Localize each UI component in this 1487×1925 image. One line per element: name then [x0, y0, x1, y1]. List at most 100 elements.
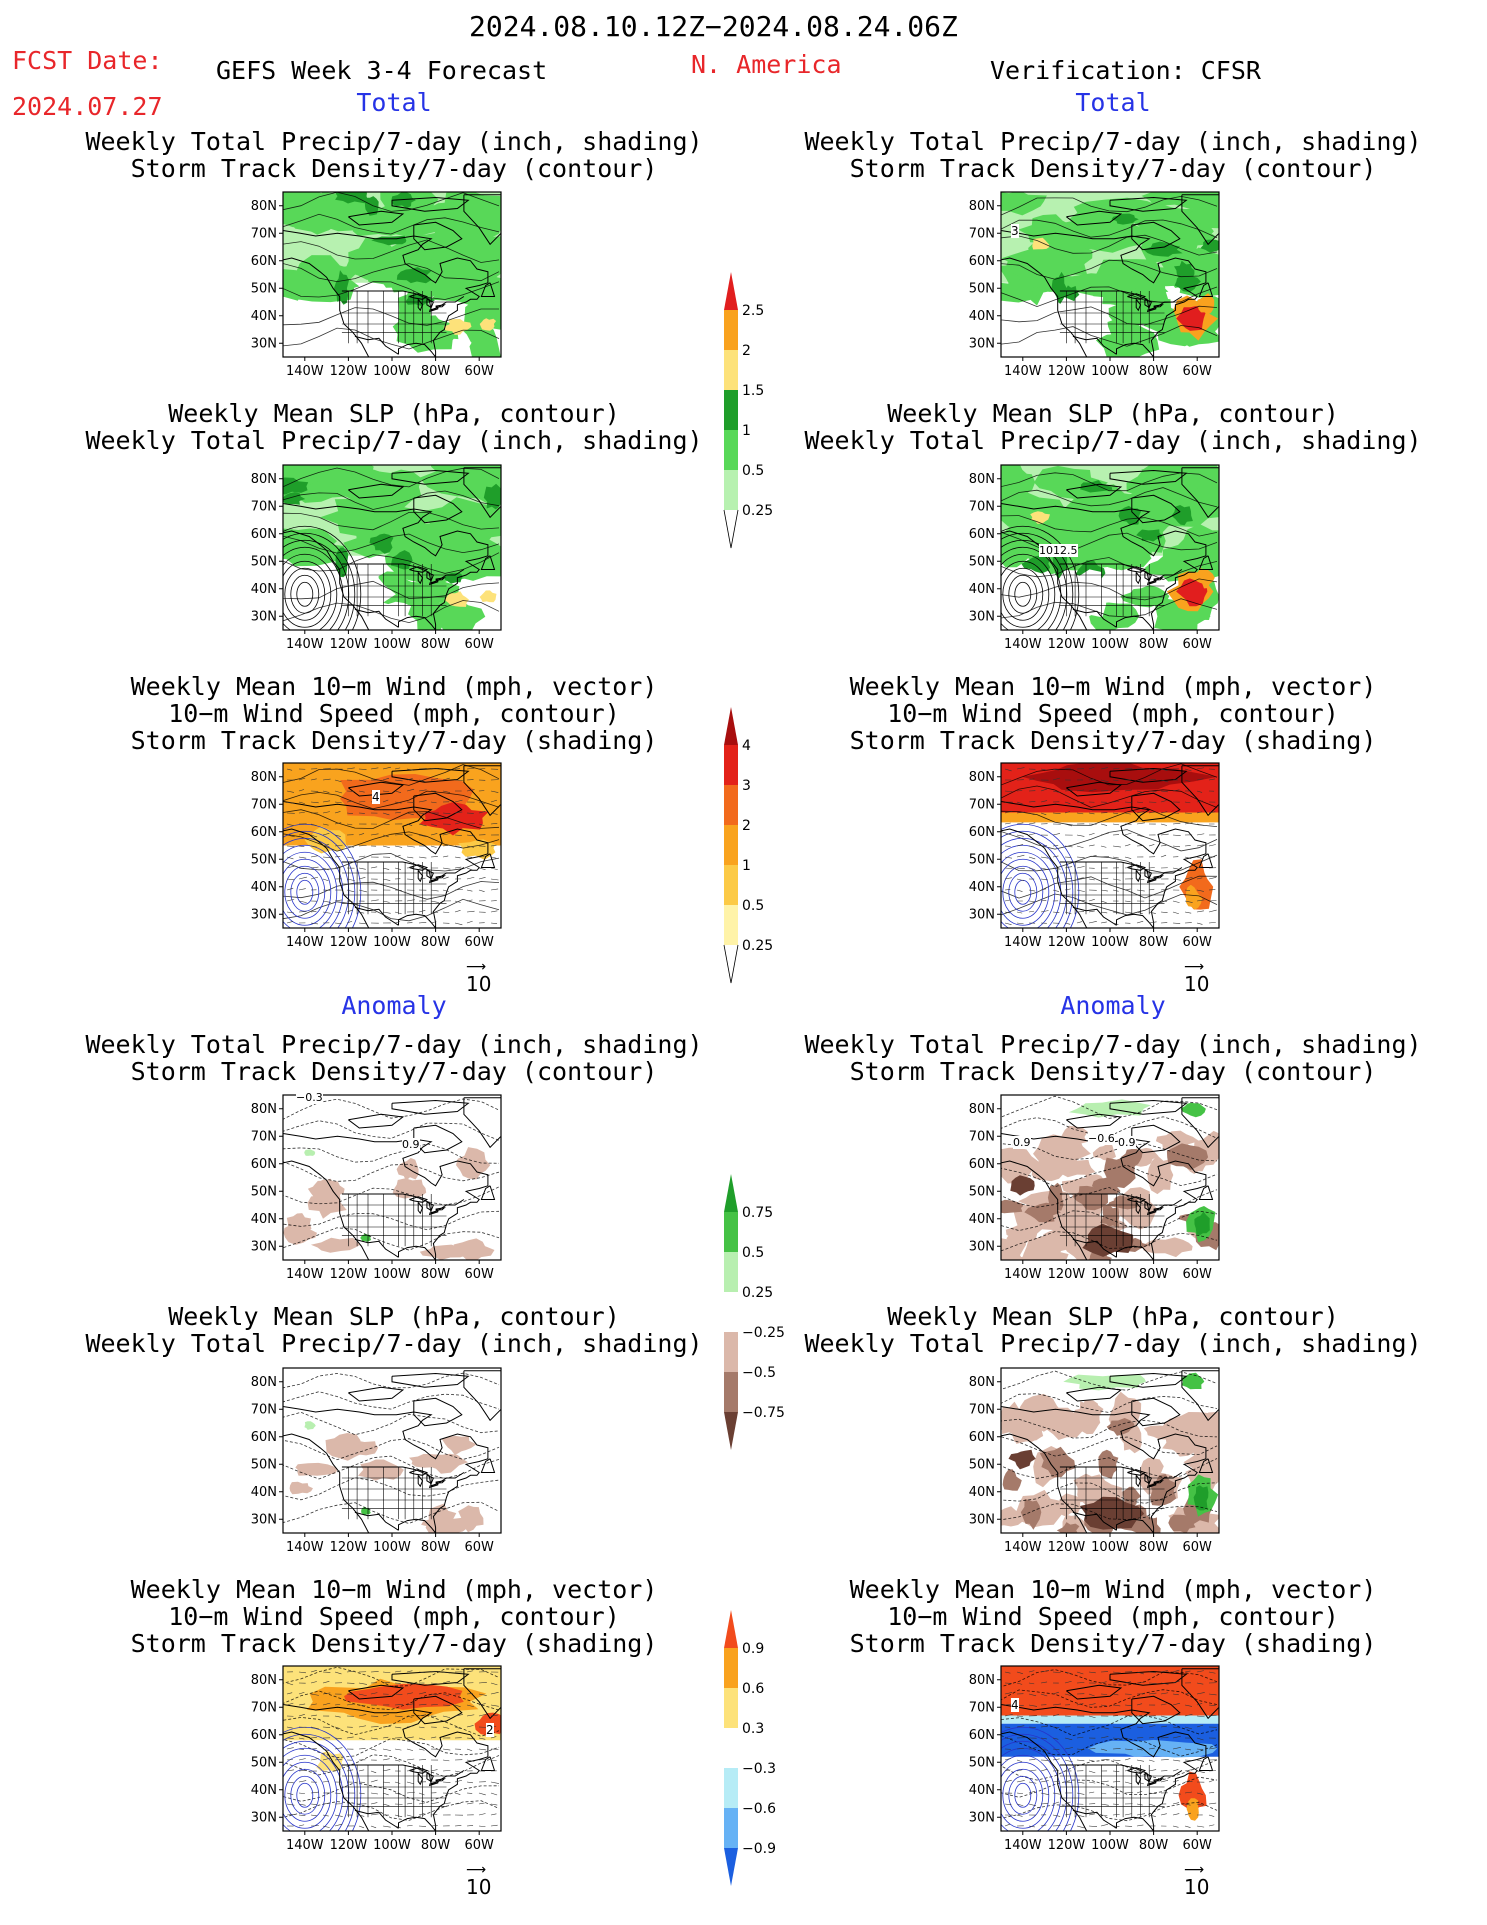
- title-obs-precip-storm-total: Weekly Total Precip/7-day (inch, shading…: [804, 127, 1422, 183]
- colorbar-segment: [724, 470, 738, 510]
- colorbar-segment: [724, 1610, 738, 1648]
- lon-tick-label: 120W: [1048, 1838, 1086, 1853]
- colorbar-segment: [724, 1848, 738, 1886]
- lat-tick-label: 80N: [251, 1375, 277, 1390]
- lat-tick-label: 50N: [969, 1184, 995, 1199]
- lat-tick-label: 40N: [251, 1212, 277, 1227]
- colorbar-segment: [724, 1808, 738, 1848]
- lon-tick-label: 100W: [373, 364, 411, 379]
- lat-tick-label: 50N: [969, 852, 995, 867]
- lat-tick-label: 70N: [969, 1402, 995, 1417]
- lon-tick-label: 60W: [464, 935, 494, 950]
- lat-tick-label: 30N: [969, 1512, 995, 1527]
- lon-tick-label: 120W: [330, 1838, 368, 1853]
- lon-tick-label: 140W: [286, 637, 324, 652]
- colorbar-segment: [724, 785, 738, 825]
- lat-tick-label: 80N: [969, 199, 995, 214]
- colorbar-segment: [724, 1372, 738, 1412]
- lat-tick-label: 70N: [969, 1129, 995, 1144]
- lon-tick-label: 120W: [1048, 935, 1086, 950]
- colorbar-label: 0.6: [742, 1681, 764, 1697]
- title-obs-slp-precip-anom: Weekly Mean SLP (hPa, contour) Weekly Tot…: [804, 1302, 1422, 1358]
- colorbar-segment: [724, 905, 738, 945]
- vector-key-fcst-anom: ⟶ 10: [466, 1862, 492, 1899]
- title-obs-wind-storm-anom: Weekly Mean 10−m Wind (mph, vector) 10−m …: [849, 1575, 1377, 1658]
- contour-label: 2: [486, 1723, 494, 1737]
- lon-tick-label: 60W: [1182, 935, 1212, 950]
- colorbar-label: 2: [742, 818, 751, 834]
- lat-tick-label: 30N: [969, 609, 995, 624]
- fcst-date-label: FCST Date:: [12, 46, 163, 75]
- colorbar-segment: [724, 1212, 738, 1252]
- colorbar-segment: [724, 745, 738, 785]
- lat-tick-label: 30N: [251, 907, 277, 922]
- lon-tick-label: 80W: [1139, 364, 1169, 379]
- lat-tick-label: 50N: [969, 1755, 995, 1770]
- lat-tick-label: 80N: [251, 1102, 277, 1117]
- lon-tick-label: 140W: [1004, 364, 1042, 379]
- lon-tick-label: 80W: [1139, 637, 1169, 652]
- contour-label: 3: [1011, 224, 1019, 238]
- lat-tick-label: 70N: [251, 1129, 277, 1144]
- colorbar-label: 0.5: [742, 463, 764, 479]
- lon-tick-label: 80W: [421, 1540, 451, 1555]
- map-fcst-precip-storm-total: 80N 70N 60N 50N 40N 30N 140W 120W 100W 80W 60W: [251, 191, 502, 379]
- lon-tick-label: 120W: [330, 1540, 368, 1555]
- lon-tick-label: 80W: [421, 1267, 451, 1282]
- colorbar-segment: [724, 310, 738, 350]
- map-obs-precip-storm-total: 80N 70N 60N 50N 40N 30N 140W 120W 100W 80W 60W: [969, 191, 1220, 379]
- colorbar-segment: [724, 1412, 738, 1450]
- colorbar-segment: [724, 390, 738, 430]
- contour-label: 0.9: [402, 1138, 420, 1151]
- lon-tick-label: 60W: [1182, 1540, 1212, 1555]
- section-anomaly-obs: Anomaly: [1060, 991, 1166, 1020]
- lon-tick-label: 60W: [464, 637, 494, 652]
- contour-label: 4: [372, 790, 380, 804]
- map-fcst-wind-storm-total: 80N 70N 60N 50N 40N 30N 140W 120W 100W 80W 60W: [251, 762, 502, 950]
- colorbar-segment: [724, 865, 738, 905]
- lat-tick-label: 30N: [969, 336, 995, 351]
- map-fcst-slp-precip-total: 80N 70N 60N 50N 40N 30N 140W 120W 100W 80W 60W: [251, 464, 502, 652]
- contour-label: 4: [1011, 1698, 1019, 1712]
- lat-tick-label: 40N: [969, 1212, 995, 1227]
- lat-tick-label: 70N: [251, 499, 277, 514]
- section-total-fcst: Total: [356, 88, 432, 117]
- lon-tick-label: 100W: [373, 637, 411, 652]
- lat-tick-label: 60N: [251, 825, 277, 840]
- lat-tick-label: 80N: [969, 1102, 995, 1117]
- colorbar-label: −0.5: [742, 1365, 776, 1381]
- colorbar-segment: [724, 1252, 738, 1292]
- lat-tick-label: 40N: [251, 880, 277, 895]
- lon-tick-label: 100W: [1091, 1540, 1129, 1555]
- lon-tick-label: 80W: [1139, 1838, 1169, 1853]
- colorbar-label: −0.9: [742, 1841, 776, 1857]
- colorbar-segment: [724, 825, 738, 865]
- lat-tick-label: 80N: [969, 472, 995, 487]
- arrow-right-icon: ⟶: [1184, 959, 1205, 975]
- lon-tick-label: 120W: [330, 637, 368, 652]
- lat-tick-label: 80N: [969, 1673, 995, 1688]
- lon-tick-label: 120W: [1048, 364, 1086, 379]
- lat-tick-label: 60N: [251, 1430, 277, 1445]
- colorbar-segment: [724, 1332, 738, 1372]
- fcst-date-value: 2024.07.27: [12, 92, 163, 121]
- lat-tick-label: 70N: [251, 1700, 277, 1715]
- lon-tick-label: 140W: [1004, 1838, 1042, 1853]
- title-fcst-wind-storm-total: Weekly Mean 10−m Wind (mph, vector) 10−m …: [130, 672, 658, 755]
- lon-tick-label: 140W: [1004, 637, 1042, 652]
- vector-key-obs-total: ⟶ 10: [1184, 959, 1210, 996]
- colorbar-label: 1: [742, 858, 751, 874]
- lon-tick-label: 120W: [330, 1267, 368, 1282]
- lat-tick-label: 60N: [969, 527, 995, 542]
- lon-tick-label: 100W: [373, 1267, 411, 1282]
- colorbar-segment: [724, 1648, 738, 1688]
- lon-tick-label: 140W: [1004, 1267, 1042, 1282]
- colorbar-label: 2.5: [742, 303, 764, 319]
- lon-tick-label: 80W: [1139, 1540, 1169, 1555]
- lat-tick-label: 70N: [969, 226, 995, 241]
- lat-tick-label: 30N: [251, 1512, 277, 1527]
- contour-label: 1012.5: [1039, 544, 1078, 557]
- lon-tick-label: 140W: [1004, 935, 1042, 950]
- lon-tick-label: 60W: [464, 1267, 494, 1282]
- lon-tick-label: 60W: [464, 364, 494, 379]
